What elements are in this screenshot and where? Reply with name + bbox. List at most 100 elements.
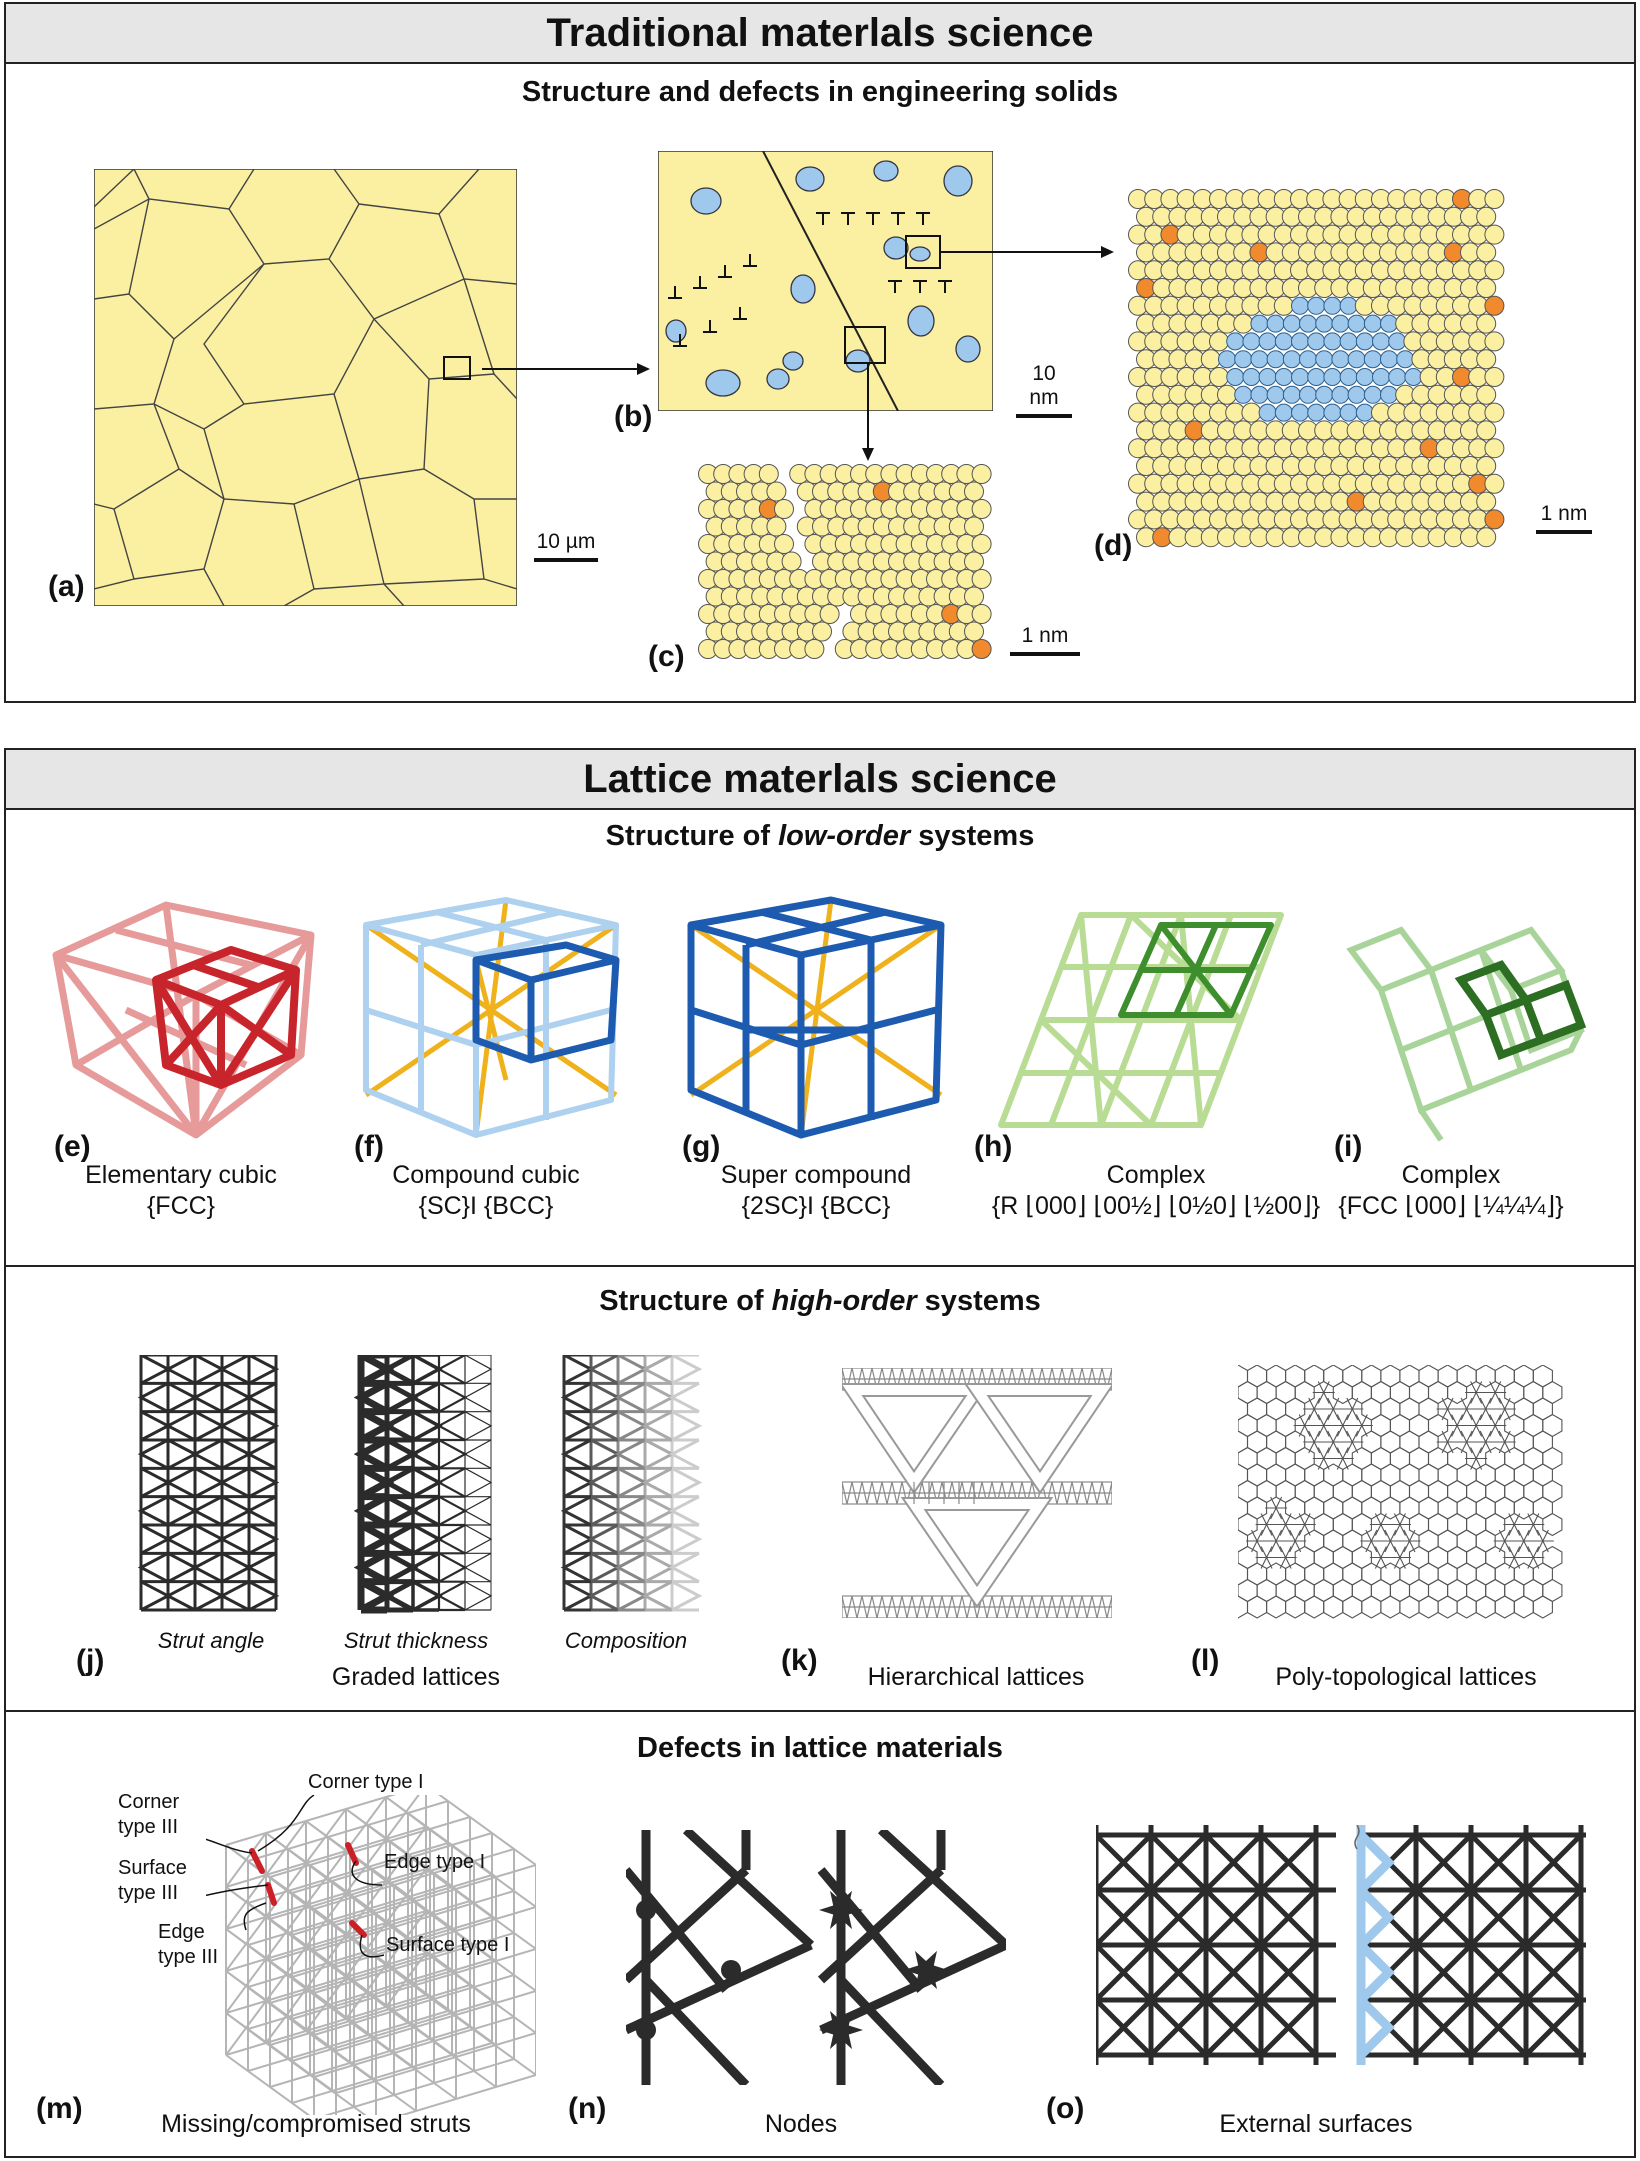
strut <box>191 1382 223 1413</box>
atom <box>1363 385 1382 404</box>
strut <box>225 1910 427 1972</box>
atom <box>1388 332 1407 351</box>
strut <box>626 1940 813 2035</box>
strut <box>641 1467 673 1498</box>
strut <box>269 1984 471 2046</box>
callout-leader <box>351 1860 383 1886</box>
atom <box>1226 332 1245 351</box>
strut <box>819 1940 1006 2035</box>
hexagon-cell <box>1304 1595 1325 1619</box>
strut <box>313 1890 515 1952</box>
strut <box>409 1438 440 1470</box>
strut <box>313 1848 515 1910</box>
low-sub-pre: Structure of <box>605 820 779 852</box>
triangular-cell <box>1474 1397 1497 1421</box>
strut <box>590 1552 622 1583</box>
atom <box>971 499 992 519</box>
atom <box>1476 420 1497 441</box>
atom <box>1476 349 1497 370</box>
strut <box>671 1580 703 1612</box>
hexagon-cell <box>1447 1380 1468 1405</box>
strut <box>1096 1998 1153 2057</box>
strut <box>614 1552 646 1583</box>
strut <box>221 1438 253 1470</box>
strut <box>412 1523 443 1555</box>
strut <box>313 1974 515 2036</box>
super-compound-illustration <box>687 896 945 1139</box>
atom <box>1347 314 1366 333</box>
strut <box>463 1496 492 1526</box>
strut <box>1259 1943 1318 2002</box>
callout-leader <box>206 1838 253 1854</box>
triangular-cell <box>1436 1397 1459 1421</box>
atom <box>1226 368 1245 386</box>
strut <box>590 1438 622 1470</box>
hexagon-cell <box>1238 1529 1249 1553</box>
rhombohedral-complex-illustration <box>998 912 1284 1128</box>
atom <box>1476 206 1497 227</box>
strut <box>436 1524 466 1555</box>
triangular-cell <box>1465 1414 1488 1437</box>
atom <box>1484 402 1505 423</box>
strut <box>305 1976 347 2032</box>
graded-lattices-illustration <box>137 1355 703 1614</box>
atom <box>1363 350 1382 369</box>
triangular-cell <box>1522 1546 1545 1569</box>
strut <box>137 1552 169 1583</box>
strut <box>560 1382 592 1413</box>
triangular-cell <box>1465 1447 1488 1470</box>
zoom-arrow-a-b <box>482 363 650 375</box>
strut <box>1524 1998 1583 2057</box>
strut <box>381 1466 415 1499</box>
strut <box>563 1410 595 1442</box>
atom <box>1339 296 1358 315</box>
strut <box>218 1467 250 1498</box>
strut <box>644 1438 676 1470</box>
strut <box>313 2016 515 2078</box>
atom <box>1323 368 1342 386</box>
strut <box>245 1495 277 1527</box>
atom <box>1234 385 1253 404</box>
strut <box>436 1580 466 1611</box>
strut <box>668 1382 700 1413</box>
traditional-title: Traditional materlals science <box>6 4 1634 64</box>
enlarged-node <box>819 1890 863 1930</box>
graded-strut-angle-caption: Strut angle <box>157 1628 265 1653</box>
atom <box>1250 314 1269 333</box>
strut <box>225 1868 427 1930</box>
poly-topological-caption: Poly-topological lattices <box>1275 1663 1537 1691</box>
strut <box>265 1946 307 2002</box>
atom <box>1233 313 1254 334</box>
strut <box>438 1439 468 1470</box>
strut <box>425 1952 536 2034</box>
atom <box>1380 385 1398 404</box>
callout-corner-type-iii: Corner type III <box>118 1790 179 1840</box>
atom <box>1484 224 1505 245</box>
atom <box>971 604 992 624</box>
strut <box>563 1580 595 1612</box>
lattice-f-caption: Compound cubic {SC}I {BCC} <box>366 1160 606 1222</box>
strut <box>247 1884 449 1946</box>
scale-c-text: 1 nm <box>1021 624 1069 647</box>
hexagon-cell <box>1246 1595 1268 1619</box>
atom <box>964 481 984 502</box>
atom <box>1315 350 1334 369</box>
strut <box>335 2032 536 2094</box>
strut <box>590 1382 622 1413</box>
strut <box>248 1355 280 1385</box>
atom <box>1291 368 1309 386</box>
strut <box>225 1958 267 2014</box>
atom <box>971 534 992 554</box>
hexagon-cell <box>1380 1595 1401 1619</box>
strut <box>1149 1998 1208 2057</box>
atom <box>1355 332 1374 351</box>
callout-edge-type-iii: Edge type III <box>158 1920 218 1970</box>
strut <box>1414 1943 1473 2002</box>
strut <box>305 1850 347 1906</box>
triangular-cell <box>1531 1529 1554 1553</box>
atom <box>1323 403 1342 422</box>
strut <box>381 1579 415 1613</box>
atom <box>964 621 984 642</box>
triangle-member-inner <box>904 1499 1050 1605</box>
triangular-cell <box>1293 1513 1316 1536</box>
